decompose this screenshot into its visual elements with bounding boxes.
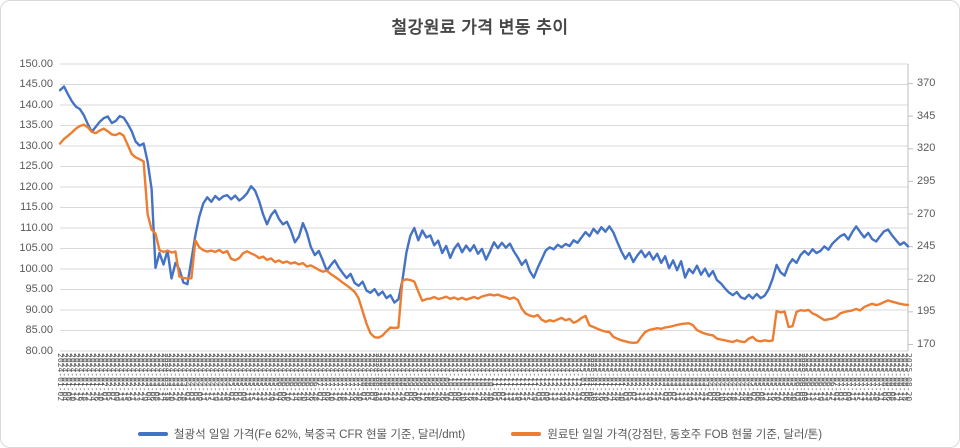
- right-axis-tick-label: 295: [917, 174, 936, 187]
- legend-label-coking-coal: 원료탄 일일 가격(강점탄, 동호주 FOB 현물 기준, 달러/톤): [547, 429, 823, 441]
- right-axis-tick-label: 170: [917, 337, 936, 350]
- left-axis-tick-label: 125.00: [19, 160, 53, 172]
- coking-coal-line-swatch: [511, 432, 542, 436]
- iron-ore-line: [58, 85, 910, 304]
- iron-ore-line-swatch: [137, 432, 168, 436]
- left-axis-tick-label: 85.00: [25, 324, 53, 336]
- left-axis-tick-label: 120.00: [19, 180, 53, 193]
- left-axis-tick-label: 80.00: [25, 344, 53, 357]
- left-axis-tick-label: 90.00: [25, 303, 53, 316]
- left-axis-tick-label: 115.00: [20, 201, 53, 213]
- right-axis-tick-label: 245: [917, 240, 936, 253]
- chart-title: 철강원료 가격 변동 추이: [391, 18, 569, 37]
- left-axis-tick-label: 135.00: [19, 119, 53, 131]
- right-axis-tick-label: 220: [917, 272, 936, 285]
- left-axis-tick-label: 145.00: [19, 78, 53, 90]
- left-axis-tick-label: 140.00: [19, 98, 53, 111]
- left-axis-tick-label: 150.00: [19, 57, 53, 70]
- left-axis-tick-label: 95.00: [25, 283, 53, 295]
- left-axis-tick-label: 105.00: [19, 242, 53, 254]
- right-axis-tick-label: 320: [917, 142, 936, 155]
- coking-coal-line: [58, 123, 910, 344]
- right-axis-tick-label: 370: [917, 77, 936, 90]
- right-axis-tick-label: 195: [917, 305, 936, 318]
- legend-item-iron-ore: 철광석 일일 가격(Fe 62%, 북중국 CFR 현물 기준, 달러/dmt): [137, 426, 466, 442]
- legend-item-coking-coal: 원료탄 일일 가격(강점탄, 동호주 FOB 현물 기준, 달러/톤): [511, 426, 822, 442]
- left-axis-tick-label: 100.00: [19, 262, 53, 275]
- right-axis-tick-label: 270: [917, 207, 936, 220]
- right-axis-tick-label: 345: [917, 109, 936, 122]
- left-axis-tick-label: 110.00: [20, 221, 53, 234]
- legend: 철광석 일일 가격(Fe 62%, 북중국 CFR 현물 기준, 달러/dmt)…: [0, 426, 960, 442]
- left-axis-tick-label: 130.00: [19, 139, 53, 152]
- legend-label-iron-ore: 철광석 일일 가격(Fe 62%, 북중국 CFR 현물 기준, 달러/dmt): [173, 429, 466, 441]
